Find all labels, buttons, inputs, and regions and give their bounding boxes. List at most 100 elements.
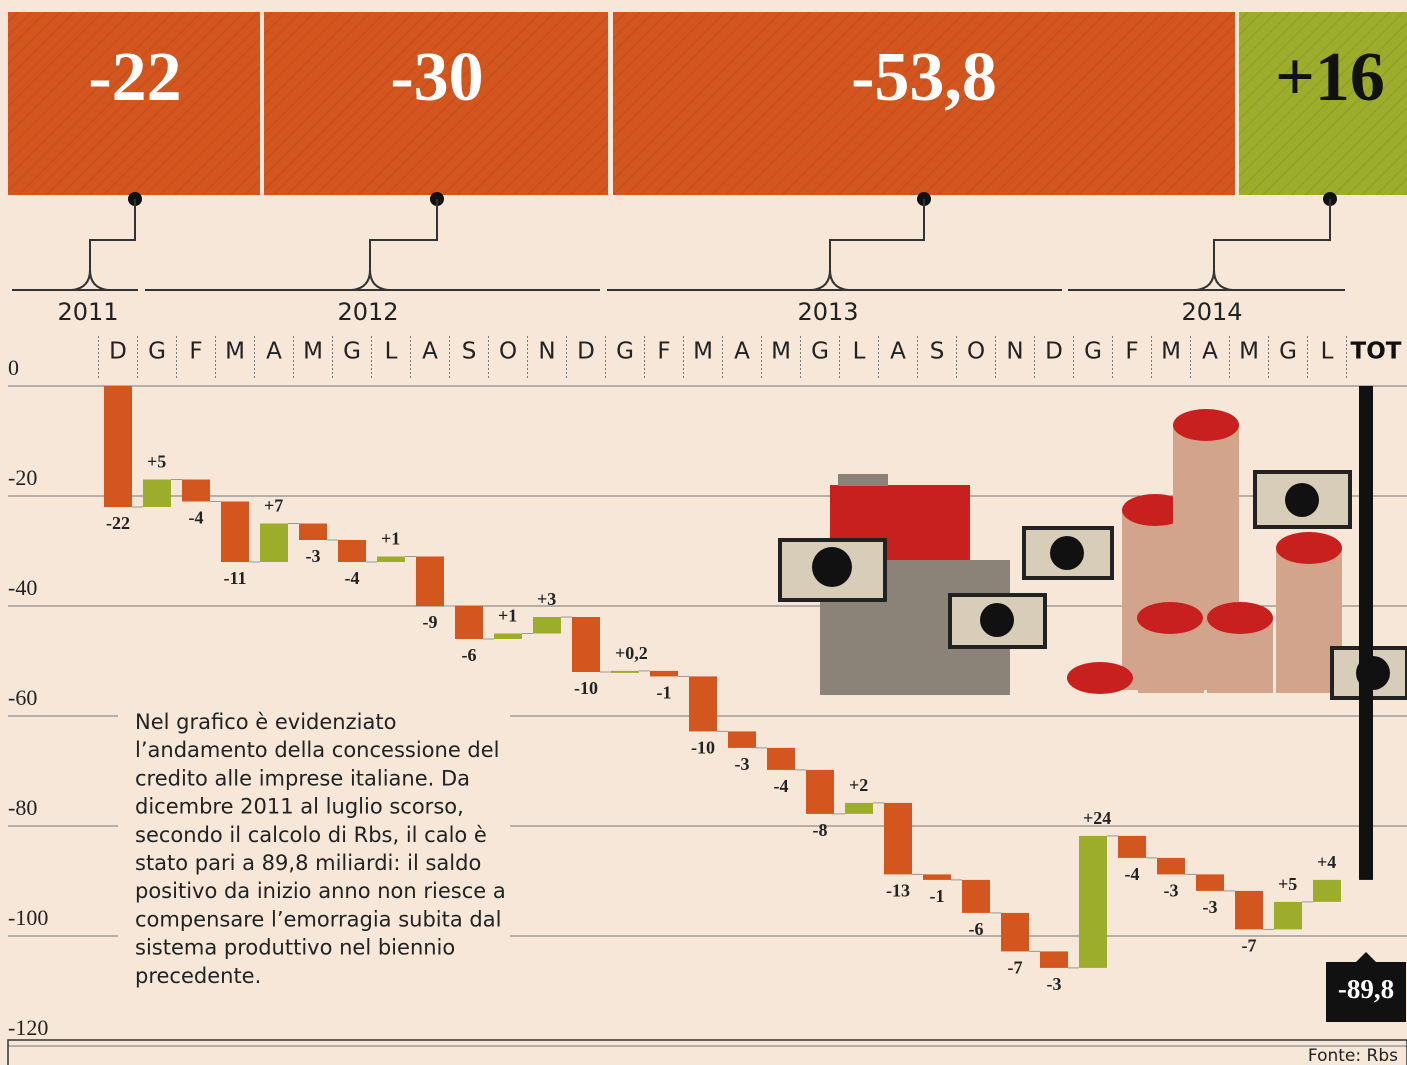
bar bbox=[1079, 836, 1107, 968]
x-tick-label: G bbox=[148, 339, 166, 365]
x-tick-label: D bbox=[109, 339, 127, 365]
bar bbox=[1157, 858, 1185, 875]
bar bbox=[143, 480, 171, 508]
bar bbox=[962, 880, 990, 913]
data-label: -13 bbox=[886, 881, 910, 901]
chart: Fonte: Rbs 0-20-40-60-80-100-120Nel graf… bbox=[0, 0, 1407, 1065]
annotation-line: stato pari a 89,8 miliardi: il saldo bbox=[135, 851, 481, 875]
data-label: -4 bbox=[189, 508, 204, 528]
x-tick-label: O bbox=[499, 339, 517, 365]
data-label: -6 bbox=[969, 919, 984, 939]
x-tick-label: M bbox=[1161, 339, 1181, 365]
annotation-line: credito alle imprese italiane. Da bbox=[135, 766, 470, 790]
data-label: -7 bbox=[1242, 936, 1257, 956]
data-label: +2 bbox=[849, 775, 868, 795]
data-label: -1 bbox=[930, 886, 945, 906]
y-tick-label: -100 bbox=[8, 905, 48, 930]
data-label: -11 bbox=[223, 568, 246, 588]
bar bbox=[455, 606, 483, 639]
data-label: -8 bbox=[813, 820, 828, 840]
data-label: -6 bbox=[462, 645, 477, 665]
x-tick-label: A bbox=[1202, 339, 1218, 365]
x-tick-label: L bbox=[385, 339, 398, 365]
data-label: -7 bbox=[1008, 958, 1023, 978]
annotation-line: dicembre 2011 al luglio scorso, bbox=[135, 795, 464, 819]
bar bbox=[728, 731, 756, 748]
x-tick-label: F bbox=[189, 339, 202, 365]
data-label: +24 bbox=[1083, 808, 1111, 828]
x-tick-label: N bbox=[538, 339, 555, 365]
bar bbox=[533, 617, 561, 634]
x-tick-label: S bbox=[930, 339, 945, 365]
x-tick-label: G bbox=[343, 339, 361, 365]
x-tick-label: G bbox=[1084, 339, 1102, 365]
bar bbox=[650, 671, 678, 677]
y-tick-label: -120 bbox=[8, 1015, 48, 1040]
bar bbox=[221, 502, 249, 563]
bar bbox=[923, 874, 951, 880]
x-tick-label: G bbox=[616, 339, 634, 365]
year-total-label: -30 bbox=[390, 39, 483, 116]
x-tick-label: A bbox=[422, 339, 438, 365]
annotation-line: precedente. bbox=[135, 964, 261, 988]
year-total-label: -22 bbox=[88, 39, 181, 116]
data-label: -1 bbox=[657, 683, 672, 703]
bar bbox=[884, 803, 912, 875]
y-tick-label: -80 bbox=[8, 795, 37, 820]
data-label: -3 bbox=[1164, 881, 1179, 901]
data-label: +4 bbox=[1317, 852, 1336, 872]
bar bbox=[611, 671, 639, 673]
x-tick-label: M bbox=[693, 339, 713, 365]
x-tick-label: M bbox=[303, 339, 323, 365]
annotation-line: secondo il calcolo di Rbs, il calo è bbox=[135, 823, 487, 847]
data-label: +1 bbox=[381, 529, 400, 549]
y-tick-label: -60 bbox=[8, 685, 37, 710]
x-tick-label: L bbox=[1321, 339, 1334, 365]
data-label: +5 bbox=[1278, 874, 1297, 894]
bar bbox=[806, 770, 834, 814]
bar bbox=[260, 524, 288, 563]
x-tick-label: TOT bbox=[1351, 339, 1402, 365]
x-tick-label: A bbox=[734, 339, 750, 365]
year-label: 2011 bbox=[57, 298, 118, 326]
annotation-line: positivo da inizio anno non riesce a bbox=[135, 879, 506, 903]
data-label: -10 bbox=[574, 678, 598, 698]
x-tick-label: M bbox=[225, 339, 245, 365]
y-tick-label: -20 bbox=[8, 465, 37, 490]
bar bbox=[299, 524, 327, 541]
bar bbox=[1001, 913, 1029, 952]
data-label: +5 bbox=[147, 452, 166, 472]
bar bbox=[845, 803, 873, 814]
year-total-label: -53,8 bbox=[851, 39, 997, 116]
data-label: -10 bbox=[691, 738, 715, 758]
data-label: -22 bbox=[106, 513, 130, 533]
bar bbox=[182, 480, 210, 502]
bar bbox=[377, 557, 405, 563]
bar bbox=[767, 748, 795, 770]
bar bbox=[416, 557, 444, 607]
x-tick-label: S bbox=[462, 339, 477, 365]
year-total-label: +16 bbox=[1275, 39, 1385, 116]
data-label: -4 bbox=[1125, 864, 1140, 884]
bar bbox=[1196, 874, 1224, 891]
total-label: -89,8 bbox=[1338, 974, 1394, 1004]
x-tick-label: L bbox=[853, 339, 866, 365]
x-tick-label: A bbox=[890, 339, 906, 365]
bar bbox=[1313, 880, 1341, 902]
source: Fonte: Rbs bbox=[1308, 1046, 1398, 1065]
bar bbox=[1274, 902, 1302, 930]
bar bbox=[338, 540, 366, 562]
x-tick-label: M bbox=[1239, 339, 1259, 365]
data-label: +3 bbox=[537, 589, 556, 609]
year-label: 2013 bbox=[797, 298, 858, 326]
data-label: -3 bbox=[306, 546, 321, 566]
data-label: -4 bbox=[345, 568, 360, 588]
x-tick-label: N bbox=[1006, 339, 1023, 365]
annotation-line: Nel grafico è evidenziato bbox=[135, 710, 396, 734]
page: Fonte: Rbs 0-20-40-60-80-100-120Nel graf… bbox=[0, 0, 1407, 1065]
bar bbox=[104, 386, 132, 507]
x-tick-label: M bbox=[771, 339, 791, 365]
data-label: -9 bbox=[423, 612, 438, 632]
x-tick-label: A bbox=[266, 339, 282, 365]
y-tick-label: 0 bbox=[8, 355, 19, 380]
